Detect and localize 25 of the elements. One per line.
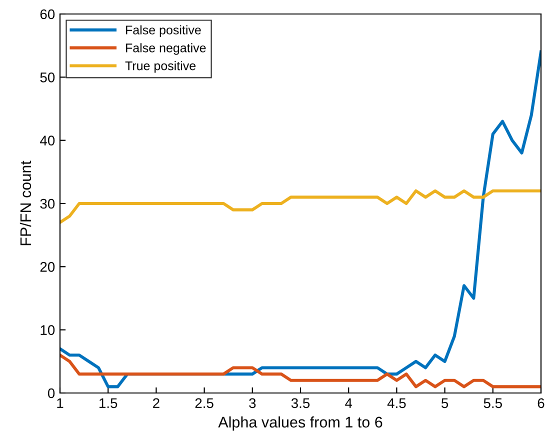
y-axis-title: FP/FN count (20, 160, 32, 246)
x-tick-label: 2.5 (195, 398, 214, 408)
y-tick-label: 20 (40, 262, 55, 272)
y-tick-label: 60 (40, 9, 55, 20)
x-tick-label: 1 (57, 398, 64, 408)
x-axis-title: Alpha values from 1 to 6 (218, 416, 382, 431)
x-tick-label: 3.5 (291, 398, 310, 408)
legend-label: True positive (125, 61, 196, 73)
y-tick-label: 30 (40, 198, 55, 209)
legend-label: False negative (126, 43, 206, 55)
y-tick-label: 50 (40, 72, 55, 82)
x-tick-label: 3 (249, 398, 256, 408)
line-series (60, 354, 541, 388)
legend-label: False positive (126, 25, 201, 37)
x-tick-label: 2 (153, 398, 160, 408)
x-tick-label: 4.5 (387, 398, 406, 408)
x-tick-label: 4 (345, 398, 352, 408)
y-tick-label: 40 (40, 136, 55, 146)
x-tick-label: 1.5 (100, 398, 118, 408)
line-series (60, 189, 541, 224)
x-tick-label: 5.5 (484, 398, 502, 408)
y-tick-label: 10 (40, 325, 55, 336)
x-tick-label: 6 (538, 398, 544, 408)
y-tick-label: 0 (48, 388, 55, 398)
x-tick-label: 5 (441, 398, 448, 408)
